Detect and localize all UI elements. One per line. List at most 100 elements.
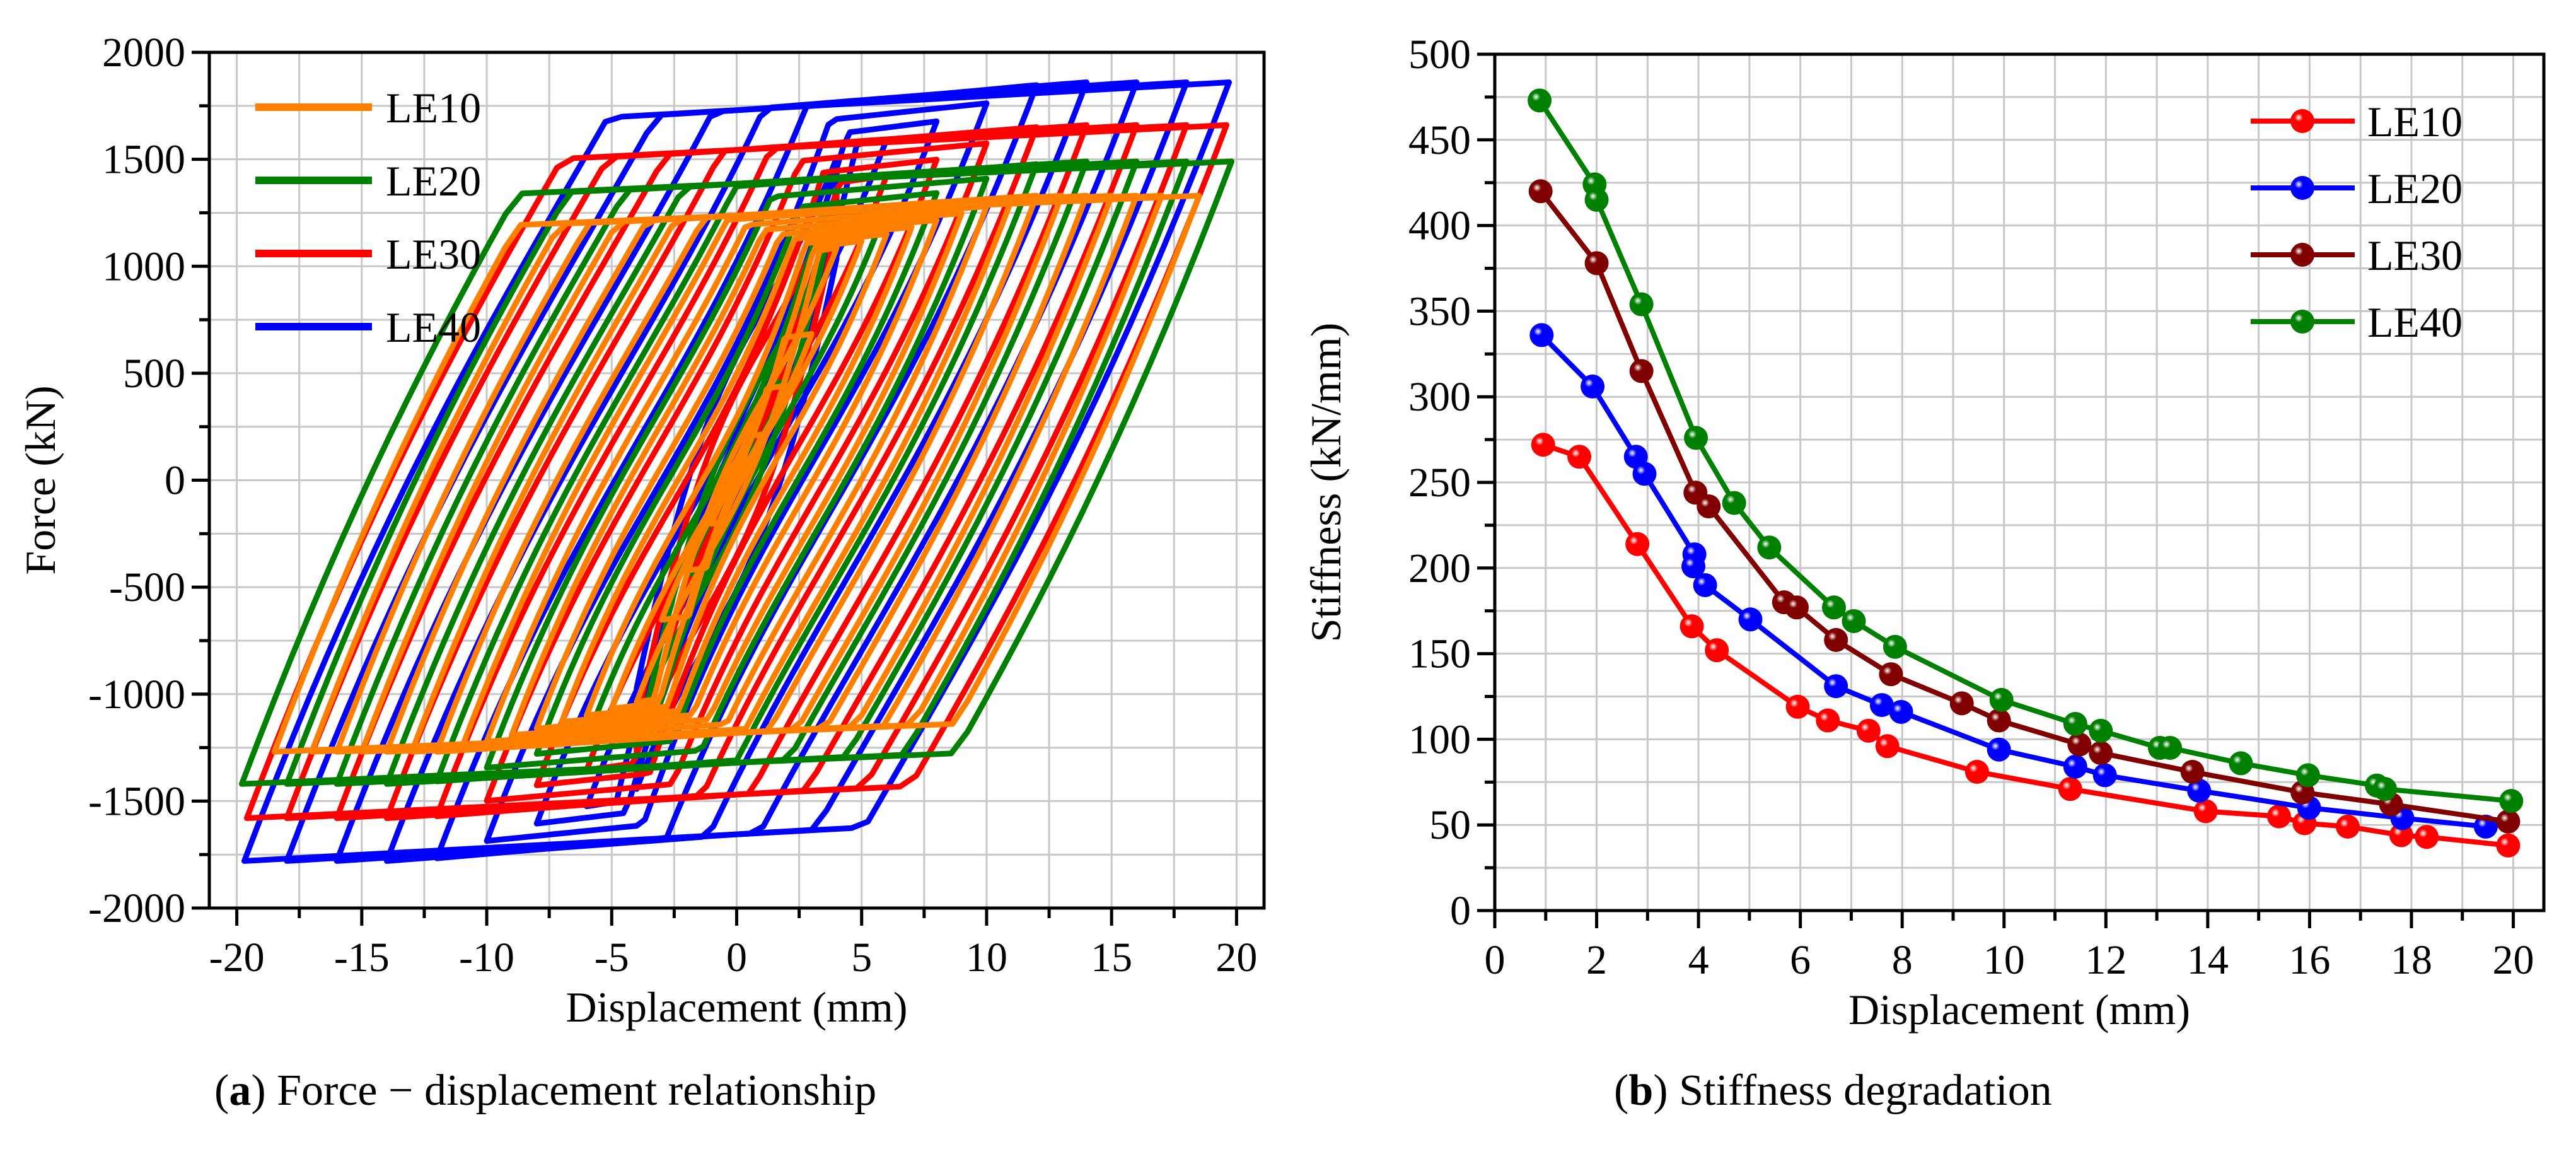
data-point xyxy=(2058,777,2082,801)
data-point xyxy=(1528,88,1552,113)
y-tick-label: 300 xyxy=(1408,374,1471,420)
x-tick-label: 0 xyxy=(726,935,747,981)
data-point xyxy=(1821,595,1846,620)
x-tick-label: 6 xyxy=(1790,937,1811,983)
x-tick-label: 16 xyxy=(2289,937,2330,983)
data-point xyxy=(2372,777,2397,801)
legend-marker-LE10 xyxy=(2290,109,2314,133)
x-tick-label: 0 xyxy=(1485,937,1506,983)
x-tick-label: -5 xyxy=(595,935,629,981)
data-point xyxy=(1632,462,1657,486)
data-point xyxy=(2063,754,2087,779)
data-point xyxy=(2158,735,2183,760)
hysteresis-loop xyxy=(484,175,990,771)
hysteresis-loop xyxy=(608,238,865,712)
x-axis-title: Displacement (mm) xyxy=(566,983,908,1031)
data-point xyxy=(1875,734,1900,759)
x-tick-label: 10 xyxy=(1983,937,2025,983)
hysteresis-loop xyxy=(584,231,890,718)
data-point xyxy=(1824,674,1848,699)
data-point xyxy=(2389,823,2413,848)
y-tick-label: 1000 xyxy=(102,243,185,289)
data-point xyxy=(2180,760,2205,784)
data-point xyxy=(1528,179,1553,204)
data-point xyxy=(2089,741,2113,766)
data-point xyxy=(1584,187,1609,212)
data-point xyxy=(1722,491,1746,515)
legend-marker-LE30 xyxy=(2290,243,2314,267)
hysteresis-loop xyxy=(271,192,1202,755)
y-tick-label: 500 xyxy=(123,351,185,397)
data-point xyxy=(2089,718,2113,743)
data-point xyxy=(1684,426,1709,450)
legend: LE10 LE20 LE30 LE40 xyxy=(2251,98,2463,346)
data-point xyxy=(1842,609,1866,633)
data-point xyxy=(1584,251,1609,276)
legend: LE10 LE20 LE30 LE40 xyxy=(255,84,481,351)
hysteresis-loop xyxy=(244,122,1229,821)
data-point xyxy=(1629,292,1654,317)
x-tick-label: -10 xyxy=(459,935,514,981)
data-point xyxy=(1785,595,1809,620)
data-point xyxy=(1889,699,1913,724)
data-point xyxy=(1949,691,1974,716)
data-point xyxy=(1869,693,1894,718)
y-tick-label: 500 xyxy=(1408,32,1471,78)
hysteresis-loop xyxy=(533,190,940,757)
data-point xyxy=(1757,535,1782,560)
hysteresis-loop xyxy=(509,210,965,738)
y-tick-label: 50 xyxy=(1429,802,1471,848)
x-tick-label: 4 xyxy=(1688,937,1709,983)
data-point xyxy=(2193,799,2218,824)
x-tick-label: 15 xyxy=(1091,935,1132,981)
legend-label-LE40: LE40 xyxy=(386,303,481,351)
data-point xyxy=(1964,760,1989,784)
y-tick-label: 2000 xyxy=(102,30,185,76)
x-tick-label: 18 xyxy=(2391,937,2432,983)
hysteresis-loop xyxy=(484,140,990,804)
x-tick-label: 20 xyxy=(2493,937,2534,983)
data-point xyxy=(1883,634,1907,659)
y-tick-label: 100 xyxy=(1408,716,1471,762)
data-point xyxy=(2067,732,2092,757)
data-point xyxy=(2415,825,2439,849)
caption-b-letter: b xyxy=(1628,1066,1654,1115)
y-tick-label: -2000 xyxy=(88,885,185,931)
x-tick-label: -20 xyxy=(209,935,265,981)
y-tick-label: 150 xyxy=(1408,631,1471,677)
data-point xyxy=(1681,554,1706,579)
data-point xyxy=(1785,694,1810,719)
data-point xyxy=(1680,614,1704,639)
series-LE20 xyxy=(1529,323,2498,839)
x-tick-label: 14 xyxy=(2187,937,2229,983)
y-axis-title: Force (kN) xyxy=(16,385,64,574)
data-point xyxy=(1987,708,2011,733)
y-tick-label: 400 xyxy=(1408,203,1471,249)
y-tick-label: -500 xyxy=(109,564,185,610)
legend-label-LE20: LE20 xyxy=(2367,165,2463,213)
data-point xyxy=(1697,494,1721,519)
legend-label-LE30: LE30 xyxy=(386,230,481,278)
data-point xyxy=(2496,833,2521,858)
x-tick-label: 10 xyxy=(966,935,1007,981)
data-point xyxy=(1567,445,1592,469)
y-tick-label: 250 xyxy=(1408,460,1471,506)
caption-a: (a) Force − displacement relationship xyxy=(214,1066,877,1115)
data-point xyxy=(2229,751,2253,776)
y-tick-label: 350 xyxy=(1408,288,1471,334)
y-tick-label: -1500 xyxy=(88,778,185,824)
data-point xyxy=(2266,804,2291,829)
series-LE40 xyxy=(1528,88,2524,813)
legend-marker-LE20 xyxy=(2290,176,2314,200)
series-LE30 xyxy=(244,122,1229,821)
y-tick-label: 200 xyxy=(1408,545,1471,591)
y-tick-label: 450 xyxy=(1408,117,1471,163)
x-axis-title: Displacement (mm) xyxy=(1848,986,2190,1034)
data-point xyxy=(2336,814,2360,839)
legend-marker-LE40 xyxy=(2290,310,2314,334)
data-point xyxy=(1581,374,1605,399)
data-point xyxy=(1529,323,1554,347)
caption-a-text: Force − displacement relationship xyxy=(277,1066,877,1115)
hysteresis-loop xyxy=(533,217,940,731)
